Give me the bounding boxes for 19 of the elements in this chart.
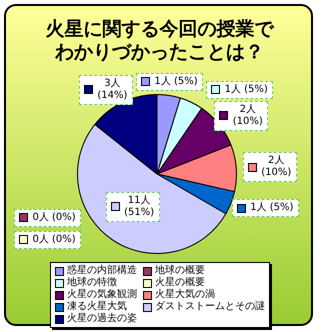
data-label: 1人 (5%): [249, 202, 294, 214]
chart-title: 火星に関する今回の授業でわかりづかったことは？: [44, 18, 276, 64]
legend-label: 火星大気の渦: [155, 289, 215, 301]
legend-label: 地球の特徴: [67, 277, 117, 288]
legend-label: 凍る火星大気: [67, 301, 127, 312]
legend-label: 惑星の内部構造: [67, 265, 137, 276]
legend-label: 火星の概要: [155, 277, 205, 288]
text: 0人 (0%): [32, 234, 76, 245]
data-label: 3人 (14%): [96, 78, 128, 102]
legend-label: 火星の過去の姿: [67, 313, 137, 325]
data-label: 1人 (5%): [153, 76, 199, 88]
text: 0人 (0%): [32, 212, 76, 223]
data-label: 2人 (10%): [232, 104, 264, 128]
data-label: 1人 (5%): [224, 84, 269, 96]
legend-label: ダストストームとその謎: [155, 301, 265, 313]
data-label: 2人 (10%): [260, 155, 292, 179]
legend-label: 地球の概要: [155, 265, 205, 276]
legend-label: 火星の気象観測: [67, 289, 137, 300]
data-label: 11人 (51%): [123, 194, 156, 219]
